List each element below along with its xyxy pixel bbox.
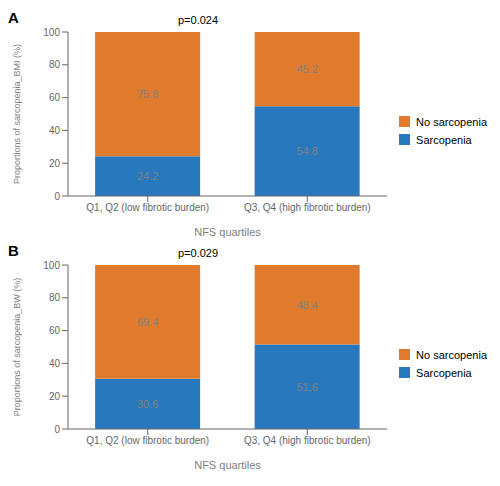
html-text:No sarcopenia: No sarcopenia: [416, 115, 487, 128]
svg-text:Proportions of sarcopenia_BMI: Proportions of sarcopenia_BMI (%): [12, 44, 22, 184]
html-text:A: A: [8, 9, 19, 26]
html-text:p=0.029: p=0.029: [178, 247, 219, 259]
svg-text:48.4: 48.4: [296, 299, 317, 311]
html-text:No sarcopenia: No sarcopenia: [416, 348, 487, 361]
svg-text:Q3, Q4 (high fibrotic burden): Q3, Q4 (high fibrotic burden): [244, 435, 371, 446]
svg-text:0: 0: [54, 424, 60, 435]
svg-text:100: 100: [43, 260, 60, 271]
svg-text:60: 60: [49, 92, 61, 103]
svg-text:80: 80: [49, 292, 61, 303]
svg-text:75.8: 75.8: [137, 88, 158, 100]
svg-text:0: 0: [54, 191, 60, 202]
html-text:Sarcopenia: Sarcopenia: [416, 366, 472, 379]
svg-text:69.4: 69.4: [137, 316, 158, 328]
svg-text:Q1, Q2 (low fibrotic burden): Q1, Q2 (low fibrotic burden): [86, 435, 209, 446]
svg-text:NFS quartiles: NFS quartiles: [194, 226, 261, 238]
svg-text:40: 40: [49, 358, 61, 369]
html-text:B: B: [8, 242, 19, 259]
svg-text:24.2: 24.2: [137, 170, 158, 182]
svg-text:54.8: 54.8: [296, 145, 317, 157]
svg-text:40: 40: [49, 125, 61, 136]
svg-text:Proportions of sarcopenia_BW (: Proportions of sarcopenia_BW (%): [12, 278, 22, 417]
html-text:Sarcopenia: Sarcopenia: [416, 133, 472, 146]
svg-text:60: 60: [49, 325, 61, 336]
svg-text:NFS quartiles: NFS quartiles: [194, 459, 261, 471]
svg-text:Q3, Q4 (high fibrotic burden): Q3, Q4 (high fibrotic burden): [244, 202, 371, 213]
html-text:p=0.024: p=0.024: [178, 14, 219, 26]
svg-text:51.6: 51.6: [296, 381, 317, 393]
svg-text:20: 20: [49, 391, 61, 402]
svg-text:80: 80: [49, 59, 61, 70]
svg-text:45.2: 45.2: [296, 63, 317, 75]
svg-text:100: 100: [43, 27, 60, 38]
svg-text:30.6: 30.6: [137, 398, 158, 410]
svg-text:Q1, Q2 (low fibrotic burden): Q1, Q2 (low fibrotic burden): [86, 202, 209, 213]
svg-text:20: 20: [49, 158, 61, 169]
